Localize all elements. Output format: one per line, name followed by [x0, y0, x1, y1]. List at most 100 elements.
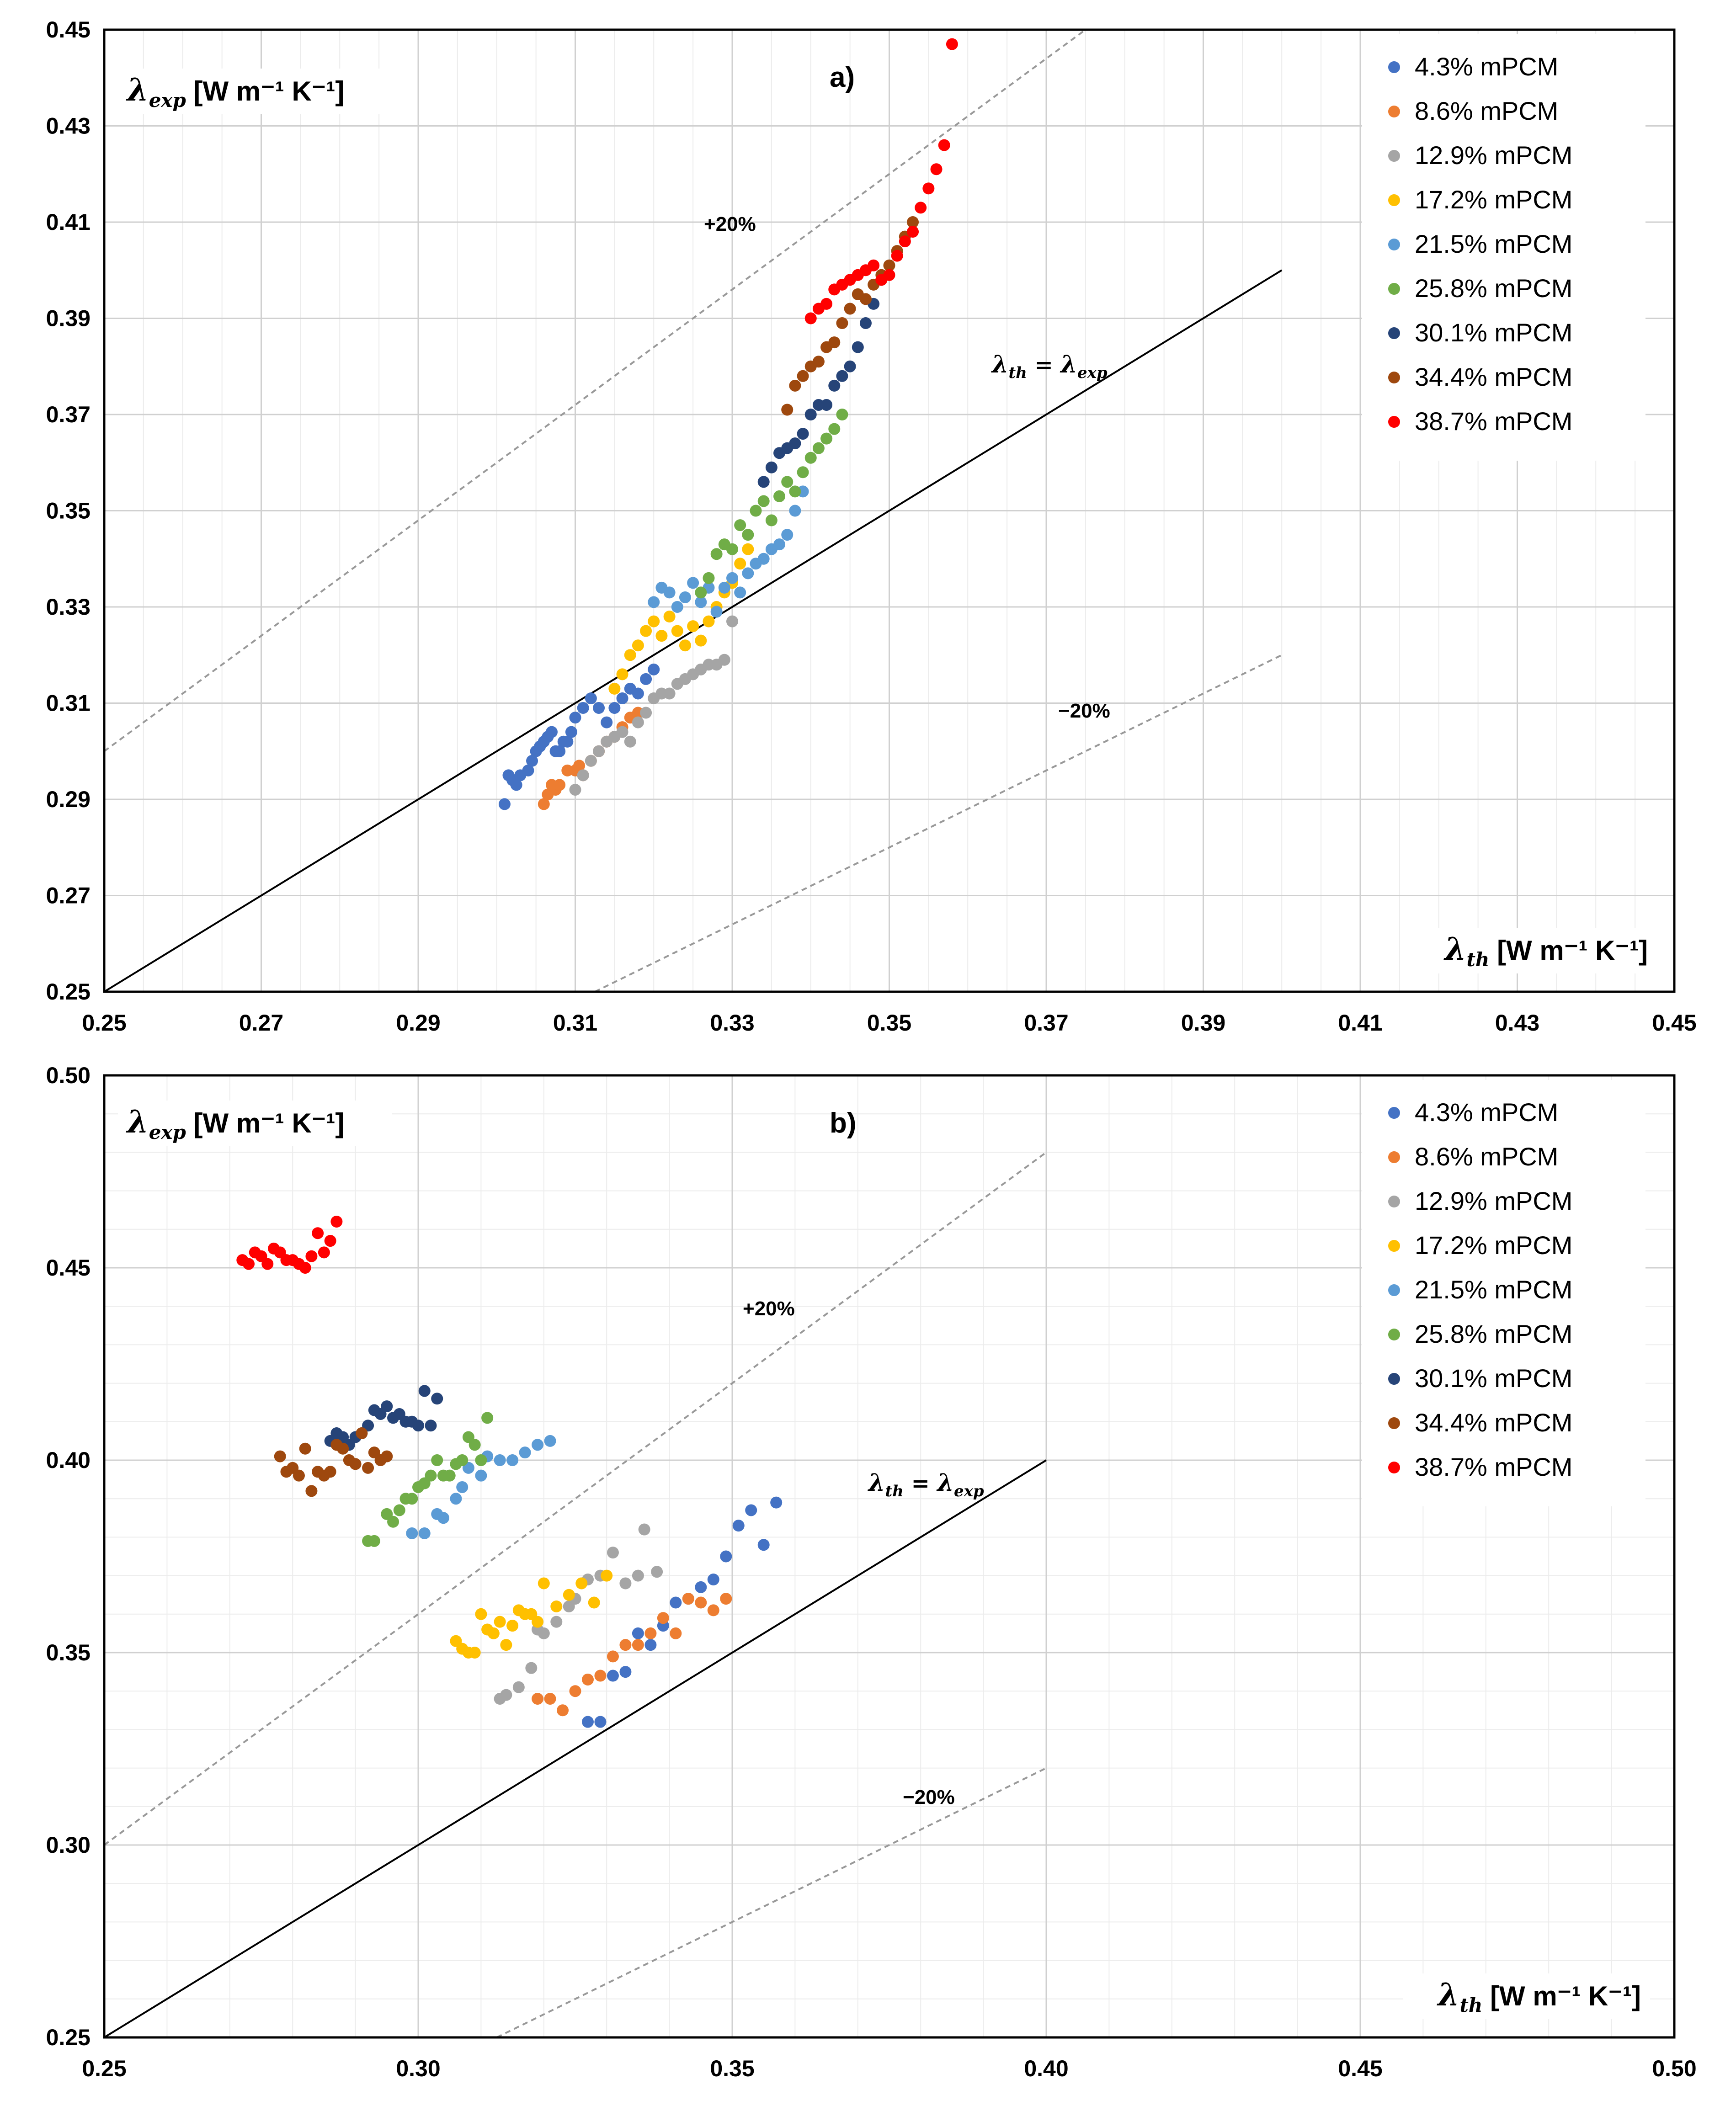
annotation-plus-20: +20% — [743, 1297, 795, 1320]
data-point — [657, 1612, 669, 1624]
y-tick-label: 0.43 — [46, 113, 91, 139]
data-point — [481, 1412, 494, 1424]
data-point — [293, 1469, 305, 1482]
data-point — [648, 615, 660, 627]
data-point — [569, 1685, 581, 1697]
legend-label: 38.7% mPCM — [1415, 407, 1572, 436]
data-point — [632, 716, 644, 728]
data-point — [720, 1550, 732, 1563]
data-point — [588, 1596, 600, 1609]
legend-box — [1362, 1080, 1645, 1506]
data-point — [734, 558, 746, 570]
data-point — [494, 1454, 506, 1466]
data-point — [679, 591, 691, 603]
series-2 — [532, 1593, 732, 1717]
data-point — [742, 529, 754, 541]
data-point — [828, 379, 841, 392]
data-point — [663, 687, 676, 700]
data-point — [569, 783, 581, 796]
data-point — [742, 543, 754, 555]
eq-rhs-sub: exp — [954, 1482, 984, 1500]
data-point — [648, 596, 660, 608]
data-point — [765, 461, 777, 473]
data-point — [469, 1439, 481, 1451]
data-point — [797, 466, 809, 479]
data-point — [820, 432, 833, 445]
chart-panel-a: 0.25 0.27 0.29 0.31 0.33 0.35 0.37 0.39 0.41 0.43… — [46, 17, 1697, 1036]
data-point — [915, 202, 927, 214]
data-point — [883, 259, 895, 271]
y-tick-label: 0.35 — [46, 1640, 91, 1665]
data-point — [500, 1639, 512, 1651]
legend-label: 12.9% mPCM — [1415, 1186, 1572, 1215]
chart-panel-b: 0.25 0.30 0.35 0.40 0.45 0.50 0.25 0.30 0.35 0.40… — [46, 1063, 1697, 2081]
data-point — [418, 1385, 431, 1397]
y-axis-subscript: exp — [149, 1121, 186, 1143]
series-9 — [804, 38, 958, 324]
data-point — [431, 1454, 443, 1466]
data-point — [828, 336, 841, 349]
data-point — [550, 1616, 563, 1628]
data-point — [554, 745, 566, 757]
data-point — [707, 1574, 719, 1586]
x-tick-label: 0.37 — [1024, 1010, 1068, 1036]
data-point — [644, 1627, 657, 1639]
eq-lhs-sub: th — [885, 1482, 903, 1500]
y-tick-label: 0.25 — [46, 979, 91, 1005]
data-point — [836, 370, 848, 382]
data-point — [891, 250, 903, 262]
data-point — [526, 755, 538, 767]
data-point — [828, 423, 841, 435]
data-point — [274, 1450, 286, 1462]
data-point — [362, 1462, 374, 1474]
data-point — [324, 1235, 336, 1247]
data-point — [773, 490, 786, 502]
data-point — [443, 1469, 456, 1482]
data-point — [494, 1616, 506, 1628]
data-point — [487, 1627, 500, 1639]
y-tick-label: 0.39 — [46, 306, 91, 331]
legend-label: 17.2% mPCM — [1415, 1231, 1572, 1260]
identity-line-label: λth = λexp — [868, 1469, 984, 1500]
data-point — [406, 1527, 418, 1539]
x-tick-label: 0.45 — [1652, 1010, 1696, 1036]
data-point — [844, 360, 856, 372]
data-point — [512, 1681, 525, 1693]
data-point — [299, 1262, 311, 1274]
data-point — [734, 586, 746, 599]
data-point — [522, 764, 534, 776]
data-point — [797, 370, 809, 382]
legend-marker — [1388, 1462, 1400, 1473]
data-point — [437, 1512, 449, 1524]
data-point — [330, 1215, 343, 1228]
data-point — [789, 485, 801, 498]
data-point — [781, 476, 793, 488]
data-point — [577, 769, 589, 782]
data-point — [757, 476, 770, 488]
data-point — [500, 1689, 512, 1701]
legend-marker — [1388, 239, 1400, 250]
data-point — [607, 1547, 619, 1559]
legend-label: 8.6% mPCM — [1415, 96, 1558, 125]
reference-line-minus20 — [594, 654, 1283, 993]
data-point — [456, 1454, 469, 1466]
data-point — [312, 1227, 324, 1239]
data-point — [852, 341, 864, 353]
legend-label: 30.1% mPCM — [1415, 1364, 1572, 1393]
x-axis-title-bg — [1403, 1973, 1650, 2019]
series-5 — [648, 485, 809, 618]
legend-marker — [1388, 1107, 1400, 1119]
data-point — [561, 735, 574, 748]
data-point — [538, 1627, 550, 1639]
data-point — [565, 726, 577, 738]
data-point — [368, 1535, 380, 1547]
data-point — [718, 654, 730, 666]
data-point — [703, 615, 715, 627]
legend-marker — [1388, 1417, 1400, 1429]
data-point — [624, 735, 636, 748]
data-point — [695, 596, 707, 608]
data-point — [550, 1600, 563, 1612]
x-tick-label: 0.43 — [1495, 1010, 1539, 1036]
data-point — [710, 606, 723, 618]
